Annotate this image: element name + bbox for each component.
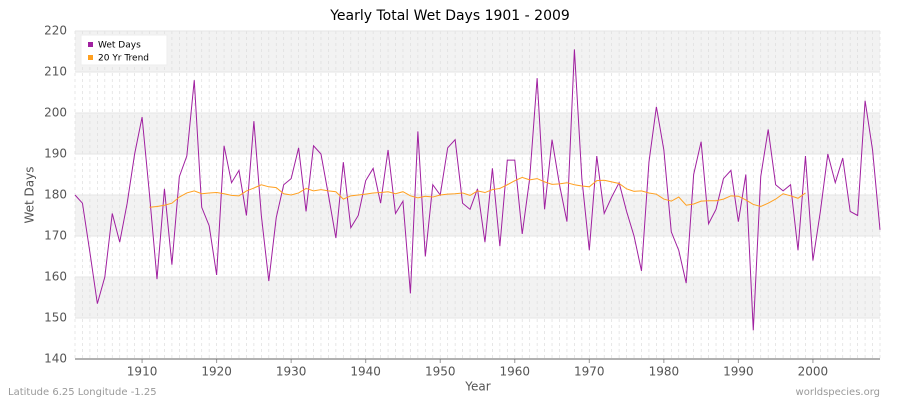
x-tick-label: 1960 [499,365,530,379]
y-tick-label: 210 [44,65,67,79]
footer-location: Latitude 6.25 Longitude -1.25 [8,387,157,398]
y-tick-label: 220 [44,24,67,38]
x-tick-label: 1980 [649,365,680,379]
x-tick-label: 1990 [723,365,754,379]
y-tick-label: 200 [44,106,67,120]
y-axis-label: Wet Days [23,166,37,223]
chart-title: Yearly Total Wet Days 1901 - 2009 [329,8,570,24]
footer-source: worldspecies.org [796,387,880,398]
legend-label: Wet Days [98,41,141,51]
x-tick-label: 1950 [425,365,456,379]
x-tick-label: 1970 [574,365,605,379]
y-tick-label: 150 [44,311,67,325]
x-tick-label: 1910 [127,365,158,379]
legend-box [80,34,168,66]
x-tick-label: 1930 [276,365,307,379]
y-tick-label: 160 [44,270,67,284]
legend-swatch [88,55,93,60]
y-tick-label: 170 [44,229,67,243]
x-tick-label: 2000 [798,365,829,379]
legend-swatch [88,42,93,47]
series-line [74,49,881,331]
x-axis-label: Year [464,380,490,394]
y-tick-label: 190 [44,147,67,161]
legend-label: 20 Yr Trend [98,54,149,64]
x-tick-label: 1920 [201,365,232,379]
y-tick-label: 180 [44,188,67,202]
y-tick-label: 140 [44,352,67,366]
series-line [149,176,806,208]
x-tick-label: 1940 [350,365,381,379]
